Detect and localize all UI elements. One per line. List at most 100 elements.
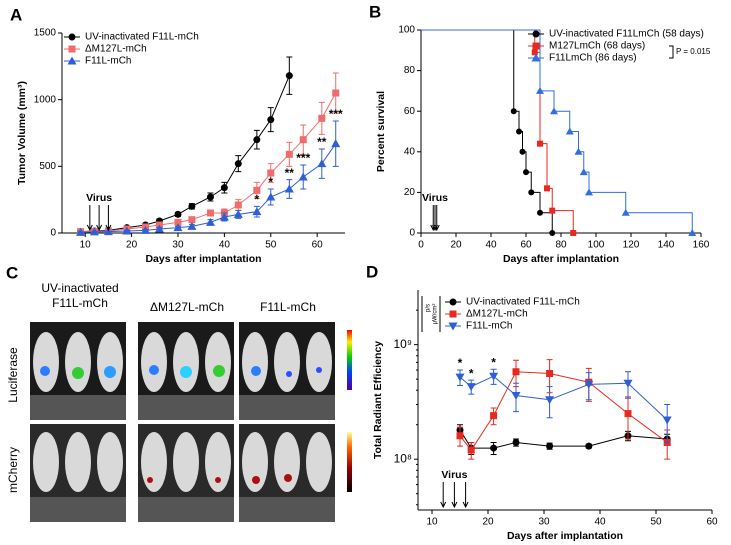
y-tick-label: 20 <box>404 187 416 198</box>
marker <box>519 148 526 155</box>
series-line <box>459 429 668 449</box>
virus-arrow <box>96 205 103 232</box>
image-panel: C UV-inactivated F11L-mCh ΔM127L-mCh F11L… <box>6 263 352 522</box>
x-axis-label: Days after implantation <box>503 253 619 265</box>
marker <box>234 201 242 209</box>
marker <box>662 416 672 425</box>
legend-label: F11LmCh (86 days) <box>549 53 637 64</box>
marker <box>68 45 76 53</box>
marker <box>516 128 522 135</box>
y-axis-label: Percent survival <box>375 91 387 172</box>
legend-label: ΔM127L-mCh <box>85 44 147 55</box>
x-tick-label: 10 <box>426 517 438 528</box>
series-line <box>80 75 290 233</box>
x-tick-label: 80 <box>555 240 567 251</box>
p-value: P = 0.015 <box>676 47 711 56</box>
units-bracket <box>421 296 441 332</box>
marker <box>466 383 476 392</box>
marker <box>234 160 242 168</box>
units-num: p/s <box>426 304 432 312</box>
marker <box>490 444 498 452</box>
marker <box>449 310 457 318</box>
marker <box>523 169 529 176</box>
x-tick-label: 20 <box>126 240 138 251</box>
marker <box>584 380 594 389</box>
marker <box>187 221 197 230</box>
marker <box>174 218 182 226</box>
marker <box>570 230 577 236</box>
x-tick-label: 60 <box>706 517 718 528</box>
significance: * <box>469 366 474 380</box>
y-axis-label: Tumor Volume (mm³) <box>16 81 28 185</box>
virus-arrow <box>86 205 93 232</box>
y-tick-label: 80 <box>404 65 416 76</box>
y-tick-label: 1000 <box>34 94 57 105</box>
marker <box>537 140 543 147</box>
x-tick-label: 50 <box>265 240 277 251</box>
marker <box>267 169 275 177</box>
marker <box>284 184 294 193</box>
y-tick-label: 1500 <box>34 28 57 39</box>
marker <box>585 442 593 450</box>
virus-arrow <box>105 205 112 232</box>
marker <box>512 368 520 376</box>
significance: ** <box>317 135 327 149</box>
marker <box>253 136 261 144</box>
x-tick-label: 100 <box>588 240 605 251</box>
marker <box>490 412 498 420</box>
y-tick-label: 60 <box>404 106 416 117</box>
marker <box>267 116 275 124</box>
error-bar <box>625 396 631 440</box>
x-tick-label: 160 <box>693 240 710 251</box>
y-tick-label: 40 <box>404 146 416 157</box>
y-tick-label: 0 <box>409 228 415 239</box>
marker <box>318 114 326 122</box>
marker <box>448 322 458 331</box>
marker <box>544 185 550 192</box>
column-title: ΔM127L-mCh <box>150 300 224 314</box>
x-tick-label: 0 <box>418 240 424 251</box>
marker <box>455 373 465 382</box>
marker <box>266 192 276 201</box>
x-tick-label: 40 <box>485 240 497 251</box>
significance: * <box>255 193 260 207</box>
y-axis-label: Total Radiant Efficiency <box>372 341 384 459</box>
virus-label: Virus <box>441 469 467 481</box>
significance: * <box>491 355 496 369</box>
x-tick-label: 30 <box>538 517 550 528</box>
virus-label: Virus <box>86 192 112 204</box>
marker <box>545 396 555 405</box>
marker <box>532 30 540 38</box>
marker <box>531 53 541 62</box>
marker <box>550 107 558 115</box>
marker <box>512 438 520 446</box>
x-tick-label: 140 <box>658 240 675 251</box>
x-tick-label: 40 <box>219 240 231 251</box>
column-title: UV-inactivated F11L-mCh <box>41 281 118 310</box>
y-tick-label: 0 <box>50 228 56 239</box>
x-tick-label: 20 <box>450 240 462 251</box>
marker <box>220 184 228 192</box>
marker <box>621 208 630 216</box>
marker <box>332 89 340 97</box>
x-tick-label: 60 <box>312 240 324 251</box>
virus-arrow <box>462 482 469 509</box>
x-tick-label: 60 <box>520 240 532 251</box>
marker <box>537 209 543 216</box>
virus-label: Virus <box>422 192 448 204</box>
virus-arrow <box>433 205 440 232</box>
marker <box>511 391 521 400</box>
y-tick-label: 10⁹ <box>394 337 413 351</box>
series-line <box>459 371 668 451</box>
x-tick-label: 30 <box>172 240 184 251</box>
significance: *** <box>296 151 310 165</box>
marker <box>219 212 229 221</box>
marker <box>299 136 307 144</box>
x-axis-label: Days after implantation <box>507 530 623 542</box>
marker <box>103 227 113 236</box>
panel-letter: C <box>6 263 18 282</box>
legend-label: UV-inactivated F11L-mCh <box>466 297 580 308</box>
marker <box>154 224 164 233</box>
legend-label: M127LmCh (68 days) <box>549 41 645 52</box>
marker <box>141 225 151 234</box>
